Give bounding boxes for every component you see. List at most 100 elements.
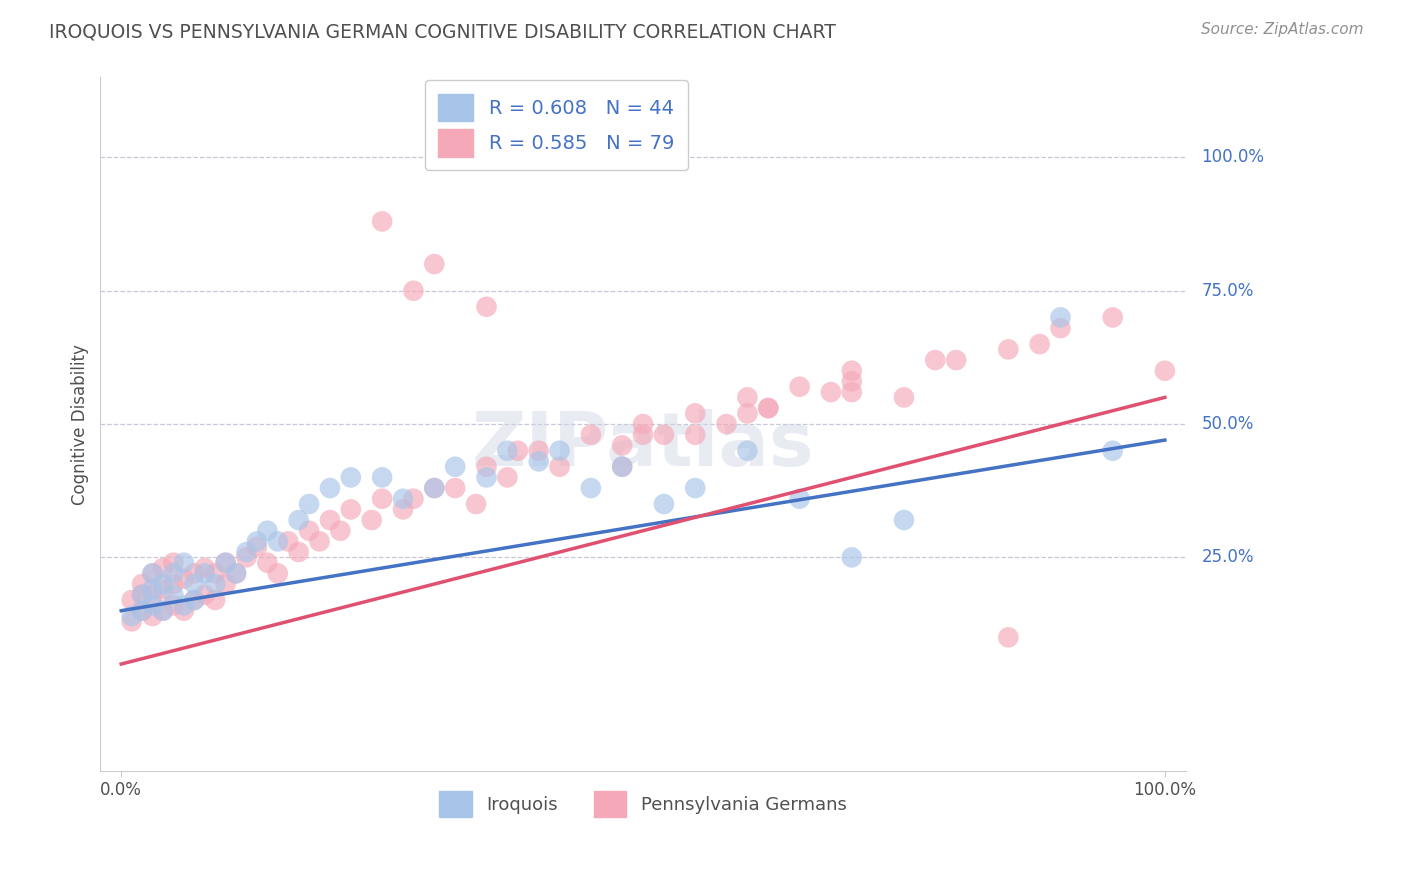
Point (652, 427, 675, 442)
Point (152, 604, 174, 618)
Point (121, 609, 143, 624)
Point (183, 566, 205, 581)
Point (319, 513, 342, 527)
Point (392, 491, 415, 506)
Point (131, 604, 153, 618)
Point (162, 577, 184, 591)
Point (194, 588, 217, 602)
Point (402, 284, 425, 298)
Point (756, 401, 779, 415)
Point (183, 593, 205, 607)
Point (423, 481, 446, 495)
Point (141, 588, 163, 602)
Point (1101, 443, 1123, 458)
Point (1049, 321, 1071, 335)
Point (225, 566, 247, 581)
Point (194, 566, 217, 581)
Point (246, 534, 269, 549)
Point (246, 540, 269, 554)
Point (893, 391, 915, 405)
Point (496, 470, 519, 484)
Point (841, 375, 863, 389)
Point (527, 443, 550, 458)
Point (392, 502, 415, 516)
Point (579, 427, 602, 442)
Point (841, 385, 863, 400)
Point (612, 438, 634, 452)
Point (371, 214, 394, 228)
Point (141, 609, 163, 624)
Point (256, 524, 278, 538)
Point (152, 582, 174, 597)
Point (235, 545, 257, 559)
Point (183, 577, 205, 591)
Point (997, 631, 1019, 645)
Point (173, 604, 195, 618)
Point (527, 454, 550, 468)
Point (893, 513, 915, 527)
Point (162, 556, 184, 570)
Point (841, 550, 863, 565)
Point (225, 566, 247, 581)
Text: 25.0%: 25.0% (1201, 549, 1254, 566)
Point (548, 459, 571, 474)
Point (737, 406, 759, 420)
Point (716, 417, 738, 431)
Point (214, 556, 236, 570)
Point (789, 380, 811, 394)
Point (277, 534, 299, 549)
Point (548, 443, 571, 458)
Text: ZIPatlas: ZIPatlas (472, 409, 814, 482)
Point (612, 459, 634, 474)
Point (141, 566, 163, 581)
Text: 50.0%: 50.0% (1201, 415, 1254, 434)
Point (789, 491, 811, 506)
Point (173, 572, 195, 586)
Point (152, 577, 174, 591)
Point (475, 300, 498, 314)
Point (329, 524, 352, 538)
Y-axis label: Cognitive Disability: Cognitive Disability (72, 343, 89, 505)
Point (631, 417, 654, 431)
Point (204, 593, 226, 607)
Point (141, 582, 163, 597)
Point (1101, 310, 1123, 325)
Point (267, 534, 290, 549)
Point (152, 604, 174, 618)
Point (683, 406, 706, 420)
Point (945, 353, 967, 368)
Point (308, 534, 330, 549)
Point (997, 343, 1019, 357)
Point (162, 566, 184, 581)
Point (204, 577, 226, 591)
Point (475, 470, 498, 484)
Point (131, 588, 153, 602)
Point (1153, 364, 1175, 378)
Point (162, 599, 184, 613)
Point (183, 593, 205, 607)
Point (121, 593, 143, 607)
Point (121, 615, 143, 629)
Point (162, 588, 184, 602)
Point (267, 566, 290, 581)
Text: 100.0%: 100.0% (1201, 148, 1264, 167)
Point (173, 599, 195, 613)
Point (820, 385, 842, 400)
Point (298, 524, 321, 538)
Point (841, 364, 863, 378)
Point (612, 459, 634, 474)
Point (1049, 310, 1071, 325)
Point (683, 481, 706, 495)
Point (579, 481, 602, 495)
Point (475, 459, 498, 474)
Point (319, 481, 342, 495)
Point (756, 401, 779, 415)
Point (287, 513, 309, 527)
Legend: Iroquois, Pennsylvania Germans: Iroquois, Pennsylvania Germans (432, 784, 853, 824)
Point (131, 604, 153, 618)
Point (173, 556, 195, 570)
Point (506, 443, 529, 458)
Point (423, 257, 446, 271)
Point (371, 491, 394, 506)
Point (360, 513, 382, 527)
